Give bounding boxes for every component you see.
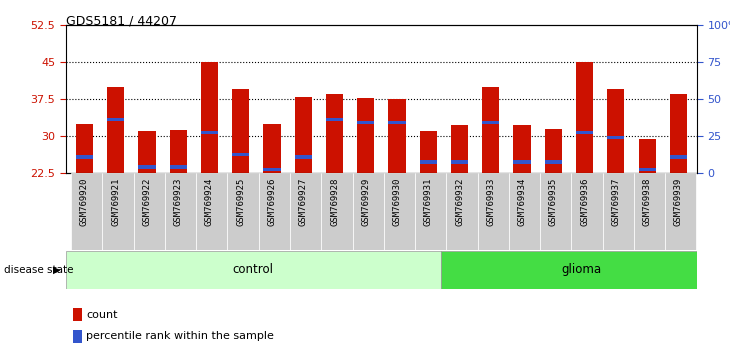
Bar <box>545 160 562 164</box>
Text: control: control <box>233 263 274 276</box>
Bar <box>665 173 696 250</box>
Text: GSM769931: GSM769931 <box>424 177 433 225</box>
Bar <box>165 173 196 250</box>
Bar <box>384 173 415 250</box>
Bar <box>513 160 531 164</box>
Bar <box>139 165 155 169</box>
Bar <box>66 251 441 289</box>
Bar <box>670 94 687 173</box>
Bar <box>232 89 250 173</box>
Bar <box>326 94 343 173</box>
Bar <box>353 173 384 250</box>
Bar <box>451 125 468 173</box>
Bar <box>228 173 258 250</box>
Text: GSM769926: GSM769926 <box>267 177 277 225</box>
Bar <box>326 118 343 121</box>
Bar <box>76 124 93 173</box>
Text: GSM769924: GSM769924 <box>205 177 214 225</box>
Bar <box>572 173 602 250</box>
Bar <box>357 121 374 124</box>
Bar <box>264 168 280 171</box>
Bar <box>107 87 124 173</box>
Bar <box>420 160 437 164</box>
Text: ▶: ▶ <box>53 265 61 275</box>
Bar <box>357 98 374 173</box>
Bar <box>258 173 290 250</box>
Bar <box>134 173 165 250</box>
Text: GSM769920: GSM769920 <box>80 177 89 225</box>
Text: GSM769922: GSM769922 <box>142 177 152 225</box>
Bar <box>477 173 509 250</box>
Text: GSM769937: GSM769937 <box>611 177 620 225</box>
Text: GSM769934: GSM769934 <box>518 177 526 225</box>
Bar <box>670 155 687 159</box>
Text: GSM769921: GSM769921 <box>111 177 120 225</box>
Bar <box>201 131 218 134</box>
Bar <box>321 173 353 250</box>
Bar <box>169 130 187 173</box>
Text: GSM769939: GSM769939 <box>674 177 683 225</box>
Text: GSM769929: GSM769929 <box>361 177 370 225</box>
Text: GDS5181 / 44207: GDS5181 / 44207 <box>66 14 177 27</box>
Bar <box>201 62 218 173</box>
Bar <box>483 87 499 173</box>
Bar <box>290 173 321 250</box>
Text: GSM769927: GSM769927 <box>299 177 308 225</box>
Text: percentile rank within the sample: percentile rank within the sample <box>86 331 274 341</box>
Text: GSM769938: GSM769938 <box>642 177 652 225</box>
Bar <box>420 131 437 173</box>
Bar <box>71 173 102 250</box>
Bar <box>540 173 572 250</box>
Bar <box>264 124 280 173</box>
Text: GSM769936: GSM769936 <box>580 177 589 225</box>
Bar <box>388 99 406 173</box>
Bar <box>602 173 634 250</box>
Bar <box>295 155 312 159</box>
Bar <box>102 173 134 250</box>
Bar <box>169 165 187 169</box>
Bar <box>607 136 624 139</box>
Text: glioma: glioma <box>561 263 602 276</box>
Bar <box>607 89 624 173</box>
Bar <box>509 173 540 250</box>
Bar <box>513 125 531 173</box>
Bar <box>232 153 250 156</box>
Text: disease state: disease state <box>4 265 73 275</box>
Text: GSM769925: GSM769925 <box>237 177 245 225</box>
Bar <box>483 121 499 124</box>
Bar <box>415 173 446 250</box>
Text: GSM769932: GSM769932 <box>455 177 464 225</box>
Bar <box>446 173 477 250</box>
Bar <box>76 155 93 159</box>
Bar <box>441 251 710 289</box>
Bar <box>634 173 665 250</box>
Bar <box>196 173 228 250</box>
Bar <box>639 168 656 171</box>
Bar <box>139 131 155 173</box>
Bar <box>576 131 593 134</box>
Text: count: count <box>86 310 118 320</box>
Bar <box>576 62 593 173</box>
Bar <box>545 129 562 173</box>
Text: GSM769923: GSM769923 <box>174 177 182 225</box>
Text: GSM769933: GSM769933 <box>486 177 496 225</box>
Text: GSM769935: GSM769935 <box>549 177 558 225</box>
Bar <box>107 118 124 121</box>
Bar <box>388 121 406 124</box>
Bar <box>295 97 312 173</box>
Bar <box>451 160 468 164</box>
Text: GSM769930: GSM769930 <box>393 177 402 225</box>
Bar <box>639 139 656 173</box>
Text: GSM769928: GSM769928 <box>330 177 339 225</box>
